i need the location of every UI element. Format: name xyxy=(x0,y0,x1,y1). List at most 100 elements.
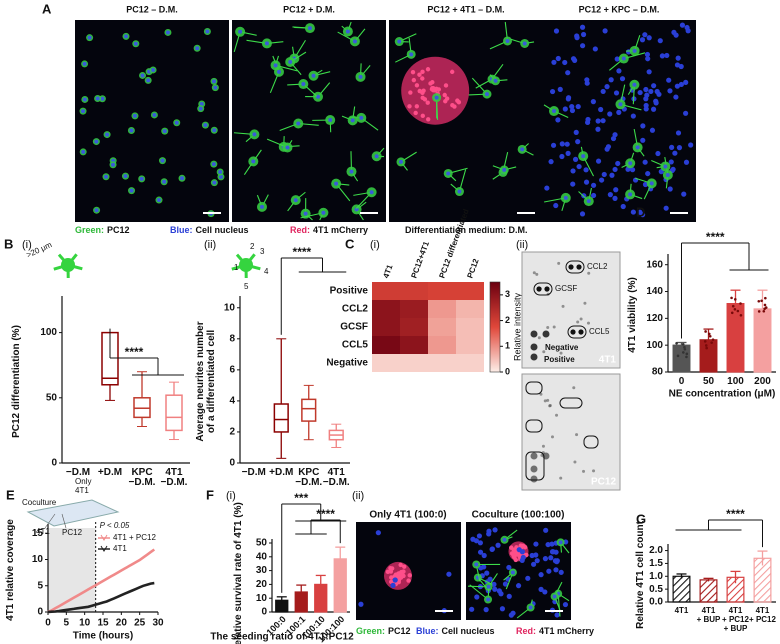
heatmap-cell xyxy=(456,300,484,318)
nucleus xyxy=(212,180,217,185)
heatmap-cell xyxy=(428,354,456,372)
nucleus xyxy=(644,51,651,58)
nucleus xyxy=(499,606,506,612)
nucleus xyxy=(358,74,363,79)
blot-spot xyxy=(572,386,576,390)
nucleus xyxy=(667,88,673,94)
sample-dot xyxy=(764,306,768,309)
sample-dot xyxy=(676,354,680,358)
y-tick-label: 1.0 xyxy=(649,571,663,582)
nucleus xyxy=(203,123,208,128)
nucleus xyxy=(590,192,597,199)
blot-spot xyxy=(530,465,538,473)
blot-spot xyxy=(552,325,556,329)
x-tick-label: 5 xyxy=(64,618,70,629)
nucleus xyxy=(87,35,92,40)
sample-dot xyxy=(707,332,711,336)
subpanel-label: (ii) xyxy=(516,239,528,251)
nucleus xyxy=(252,132,257,137)
nucleus xyxy=(151,67,156,72)
nucleus xyxy=(425,117,431,122)
nucleus xyxy=(296,121,301,126)
legend-label: 4T1 xyxy=(113,544,127,553)
nucleus xyxy=(664,52,670,59)
y-axis-label: Relative 4T1 cell count xyxy=(635,520,646,628)
inset-pointer xyxy=(61,513,67,529)
y-tick-label: 80 xyxy=(652,367,664,378)
heatmap-cell xyxy=(428,300,456,318)
heatmap-cell xyxy=(400,300,428,318)
nucleus xyxy=(345,29,350,34)
nucleus xyxy=(645,56,651,62)
blot-spot xyxy=(586,321,590,325)
blot-spot xyxy=(539,392,543,396)
nucleus xyxy=(502,581,509,587)
nucleus xyxy=(124,34,129,39)
nucleus xyxy=(94,208,99,213)
heatmap-cell xyxy=(400,354,428,372)
nucleus xyxy=(612,195,618,201)
nucleus xyxy=(563,195,568,200)
nucleus xyxy=(195,46,200,51)
panel-label: A xyxy=(42,1,52,16)
nucleus xyxy=(199,101,204,106)
nucleus xyxy=(422,97,428,102)
nucleus xyxy=(489,546,496,552)
nucleus xyxy=(430,80,435,85)
y-tick-label: 0.5 xyxy=(649,584,663,595)
blot-spot-label: CCL5 xyxy=(589,327,610,336)
blot-spot xyxy=(550,435,554,439)
caption: Green: PC12 xyxy=(75,225,130,235)
nucleus xyxy=(409,52,414,57)
blot-spot xyxy=(555,413,559,417)
legend-marker xyxy=(100,545,108,552)
inset-label: Only 4T1 xyxy=(75,477,91,495)
nucleus xyxy=(358,601,364,607)
nucleus xyxy=(663,164,668,169)
nucleus xyxy=(505,38,510,43)
nucleus xyxy=(502,167,507,172)
y-tick-label: 2 xyxy=(229,427,235,438)
nucleus xyxy=(549,541,555,547)
scale-bar xyxy=(435,610,453,612)
x-tick-label: 50 xyxy=(703,376,715,387)
nucleus xyxy=(558,569,564,575)
nucleus xyxy=(595,118,601,124)
image-title: PC12 + 4T1 – D.M. xyxy=(427,4,504,14)
y-tick-label: 40 xyxy=(256,551,268,562)
heatmap-cell xyxy=(372,282,400,300)
nucleus xyxy=(100,96,105,101)
colorbar-label: Relative intensity xyxy=(512,292,522,361)
nucleus xyxy=(469,606,475,612)
nucleus xyxy=(672,150,678,156)
neuron-icon xyxy=(61,258,75,272)
nucleus xyxy=(643,102,649,109)
nucleus xyxy=(659,53,665,59)
nucleus xyxy=(180,176,185,181)
nucleus xyxy=(443,83,449,88)
nucleus xyxy=(276,69,281,74)
nucleus xyxy=(413,110,418,116)
panel-label: G xyxy=(636,511,646,526)
significance-stars: **** xyxy=(706,230,725,244)
sample-dot xyxy=(682,351,685,354)
nucleus xyxy=(486,597,491,602)
nucleus xyxy=(94,139,99,144)
nucleus xyxy=(397,39,402,44)
x-tick-label: −D.M xyxy=(66,467,90,478)
blot-spot-label: GCSF xyxy=(555,284,577,293)
nucleus xyxy=(557,86,563,92)
nucleus xyxy=(643,86,649,93)
nucleus xyxy=(649,127,656,133)
nucleus xyxy=(350,118,355,123)
heatmap-cell xyxy=(428,318,456,336)
nucleus xyxy=(162,179,167,184)
box xyxy=(165,394,183,432)
nucleus xyxy=(550,142,557,148)
nucleus xyxy=(334,181,339,186)
blot-spot xyxy=(568,264,574,270)
nucleus xyxy=(669,144,675,150)
nucleus xyxy=(544,185,550,191)
nucleus xyxy=(139,176,144,181)
nucleus xyxy=(642,32,648,38)
